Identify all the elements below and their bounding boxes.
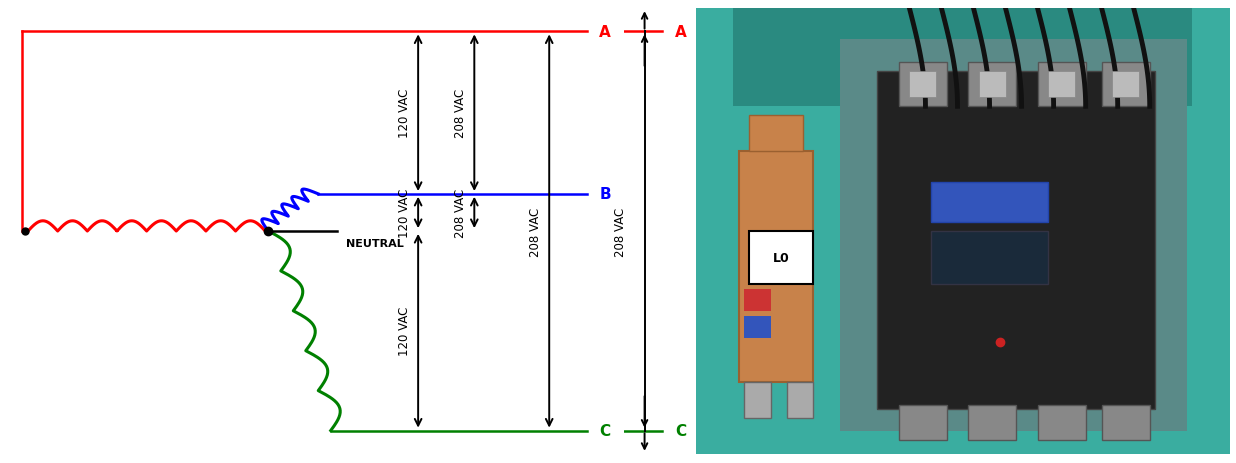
Text: A: A <box>599 25 611 40</box>
Bar <box>878 71 1156 409</box>
Text: NEUTRAL: NEUTRAL <box>346 238 404 249</box>
Text: 208 VAC: 208 VAC <box>529 207 541 256</box>
Bar <box>899 405 947 440</box>
Bar <box>696 9 733 454</box>
Bar <box>968 63 1016 107</box>
Text: B: B <box>599 187 611 202</box>
Text: 208 VAC: 208 VAC <box>454 89 467 138</box>
Bar <box>749 116 802 151</box>
Text: 208 VAC: 208 VAC <box>454 188 467 238</box>
Bar <box>1112 71 1140 98</box>
Text: 120 VAC: 120 VAC <box>398 188 410 238</box>
Text: 120 VAC: 120 VAC <box>398 307 410 356</box>
Bar <box>931 232 1048 285</box>
Text: 208 VAC: 208 VAC <box>614 207 628 256</box>
Bar <box>786 382 813 418</box>
Bar <box>1101 63 1149 107</box>
Bar <box>744 316 770 338</box>
Bar <box>744 289 770 312</box>
Bar <box>1101 405 1149 440</box>
Bar <box>1037 405 1085 440</box>
Bar <box>910 71 936 98</box>
Bar <box>931 182 1048 223</box>
Text: C: C <box>675 423 686 438</box>
Bar <box>1048 71 1075 98</box>
Polygon shape <box>696 9 1230 454</box>
Bar <box>1193 9 1230 454</box>
Text: C: C <box>599 423 611 438</box>
Bar <box>968 405 1016 440</box>
Text: 120 VAC: 120 VAC <box>398 89 410 138</box>
Polygon shape <box>696 9 1230 107</box>
Bar <box>899 63 947 107</box>
Bar <box>744 382 770 418</box>
Bar <box>749 232 813 285</box>
Bar <box>739 151 813 382</box>
Bar <box>1037 63 1085 107</box>
Text: L0: L0 <box>772 252 790 265</box>
Text: A: A <box>675 25 687 40</box>
Bar <box>979 71 1006 98</box>
Bar <box>840 40 1187 432</box>
